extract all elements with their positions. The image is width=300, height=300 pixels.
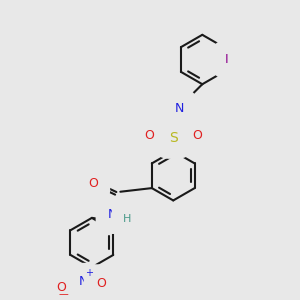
Text: H: H bbox=[162, 103, 170, 112]
Text: +: + bbox=[85, 268, 93, 278]
Text: O: O bbox=[88, 176, 98, 190]
Text: O: O bbox=[96, 277, 106, 290]
Text: S: S bbox=[169, 131, 178, 145]
Text: O: O bbox=[192, 129, 202, 142]
Text: N: N bbox=[175, 102, 184, 116]
Text: O: O bbox=[56, 281, 66, 294]
Text: I: I bbox=[225, 53, 229, 66]
Text: O: O bbox=[145, 129, 154, 142]
Text: H: H bbox=[123, 214, 131, 224]
Text: —: — bbox=[59, 289, 69, 299]
Text: N: N bbox=[79, 275, 88, 288]
Text: N: N bbox=[108, 208, 118, 221]
